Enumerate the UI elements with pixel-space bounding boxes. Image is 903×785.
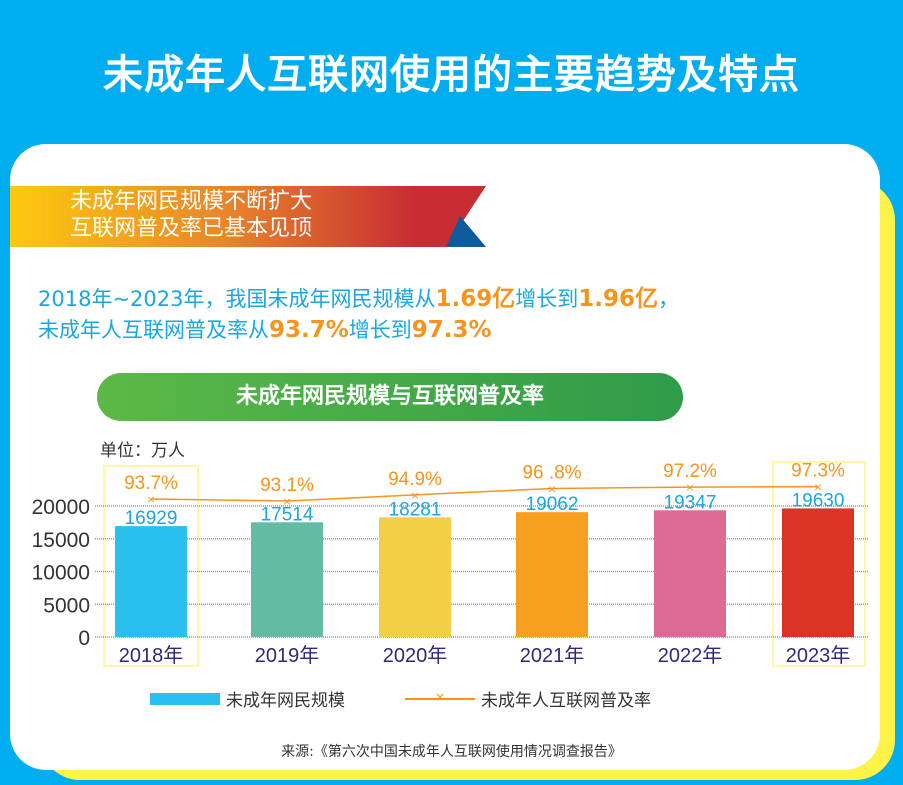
rate-value-label: 93.7% [124,473,178,494]
legend-label: 未成年网民规模 [226,691,345,711]
bar-value-label: 16929 [125,508,178,529]
y-tick-label: 20000 [32,496,90,519]
highlight-box-2018 [103,465,199,667]
rate-point: × [547,482,556,495]
y-tick-label: 0 [78,627,90,650]
legend-item-bar: 未成年网民规模 [150,686,345,711]
bar-3 [516,512,588,637]
summary-text-part: 未成年人互联网普及率从 [38,318,269,342]
bar-2 [379,517,451,637]
summary-text-part: 2018年~2023年，我国未成年网民规模从 [38,287,436,311]
rate-value-label: 97.2% [663,461,717,482]
summary-text-part: 增长到 [348,318,412,342]
bar-5 [782,508,854,637]
rate-value-label: 94.9% [388,469,442,490]
rate-value-label: 96 .8% [522,462,581,483]
highlight-box-2023 [772,461,866,667]
rate-point: × [410,489,419,502]
rate-point: × [146,493,155,506]
x-tick-label: 2018年 [119,644,184,667]
rate-value-label: 93.1% [260,475,314,496]
bar-value-label: 19630 [792,490,845,511]
summary-text-part: ， [657,287,679,311]
x-tick-label: 2019年 [255,644,320,667]
rate-point: × [685,481,694,494]
bar-4 [654,510,726,637]
y-tick-label: 15000 [32,529,90,552]
section-ribbon [10,186,486,247]
page-title: 未成年人互联网使用的主要趋势及特点 [103,52,800,98]
legend-swatch-line: × [405,690,475,704]
ribbon-line-2: 互联网普及率已基本见顶 [70,216,313,241]
rate-line [150,485,819,502]
bar-value-label: 18281 [389,499,442,520]
x-tick-label: 2023年 [786,644,851,667]
rate-point: × [813,481,822,494]
y-tick-label: 10000 [32,562,90,585]
legend-item-line: × 未成年人互联网普及率 [405,686,651,711]
rate-value-label: 97.3% [791,461,845,482]
x-tick-label: 2020年 [383,644,448,667]
bar-0 [115,526,187,637]
y-tick-label: 5000 [43,594,90,617]
legend-label: 未成年人互联网普及率 [481,691,651,711]
legend-swatch-bar [150,692,220,705]
unit-label: 单位：万人 [100,441,185,461]
source-note: 来源:《第六次中国未成年人互联网使用情况调查报告》 [281,744,622,760]
summary-text-part: 增长到 [515,287,579,311]
ribbon-text: 未成年网民规模不断扩大 互联网普及率已基本见顶 [70,188,312,242]
summary-text: 2018年~2023年，我国未成年网民规模从1.69亿增长到1.96亿， 未成年… [38,284,679,346]
highlight-value: 1.69亿 [435,286,516,312]
bar-value-label: 17514 [261,504,314,525]
bar-value-label: 19062 [526,494,579,515]
chart-title: 未成年网民规模与互联网普及率 [97,373,683,421]
bar-value-label: 19347 [664,492,717,513]
highlight-value: 93.7% [269,317,349,343]
x-tick-label: 2022年 [658,644,723,667]
bar-1 [251,522,323,637]
highlight-value: 1.96亿 [578,286,658,312]
ribbon-line-1: 未成年网民规模不断扩大 [70,189,313,214]
highlight-value: 97.3% [411,317,492,343]
x-tick-label: 2021年 [520,644,585,667]
rate-point: × [282,495,291,508]
